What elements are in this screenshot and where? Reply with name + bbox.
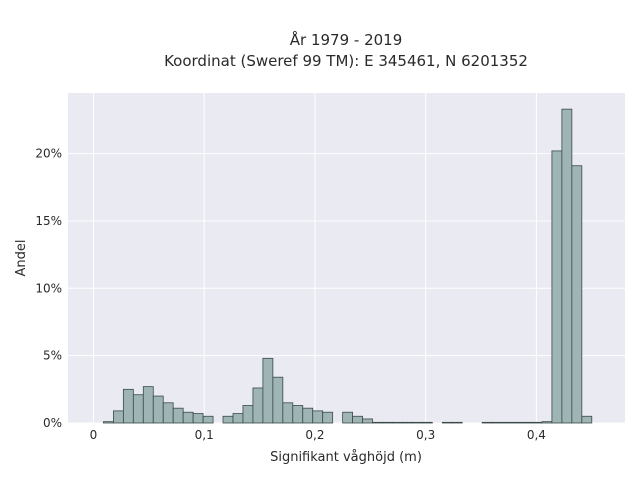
histogram-bar xyxy=(162,402,174,424)
x-tick-label: 0,1 xyxy=(195,428,214,442)
histogram-bar xyxy=(342,411,353,424)
histogram-bars xyxy=(103,108,593,424)
histogram-bar xyxy=(122,388,134,424)
x-tick-label: 0 xyxy=(90,428,98,442)
histogram-bar xyxy=(441,421,453,424)
histogram-bar xyxy=(142,386,154,424)
histogram-bar xyxy=(491,421,503,424)
y-tick-label: 5% xyxy=(43,349,62,363)
histogram-bar xyxy=(132,394,144,424)
y-tick-label: 10% xyxy=(35,281,62,295)
histogram-bar xyxy=(362,418,373,424)
histogram-bar xyxy=(402,421,413,424)
histogram-bar xyxy=(521,421,533,424)
histogram-bar xyxy=(581,415,593,424)
y-tick-label: 20% xyxy=(35,147,62,161)
histogram-bar xyxy=(411,421,423,424)
histogram-bar xyxy=(561,108,573,424)
histogram-bar xyxy=(272,376,284,424)
histogram-bar xyxy=(192,413,204,424)
histogram-bar xyxy=(182,411,194,424)
histogram-bar xyxy=(262,357,274,424)
x-tick-label: 0,2 xyxy=(305,428,324,442)
histogram-bar xyxy=(242,405,254,424)
histogram-bar xyxy=(222,415,234,424)
histogram-bar xyxy=(252,387,264,424)
y-axis-label: Andel xyxy=(14,240,29,277)
histogram-bar xyxy=(322,411,334,424)
plot-area xyxy=(68,93,625,423)
histogram-bar xyxy=(571,165,583,424)
histogram-bar xyxy=(531,421,543,424)
y-tick-label: 15% xyxy=(35,214,62,228)
histogram-bar xyxy=(312,410,324,424)
histogram-bar xyxy=(113,410,124,424)
histogram-bar xyxy=(282,402,294,424)
histogram-bar xyxy=(481,421,493,424)
histogram-bar xyxy=(172,407,184,424)
histogram-bar xyxy=(372,421,383,424)
histogram-bar xyxy=(202,415,214,424)
chart-title-line-1: År 1979 - 2019 xyxy=(290,30,403,49)
x-tick-label: 0,3 xyxy=(416,428,435,442)
y-axis-ticks: 0% 5% 10% 15% 20% xyxy=(35,147,62,430)
y-tick-label: 0% xyxy=(43,416,62,430)
histogram-bar xyxy=(382,421,393,424)
histogram-bar xyxy=(551,150,563,424)
histogram-bar xyxy=(392,421,403,424)
x-axis-label: Signifikant våghöjd (m) xyxy=(270,450,422,465)
histogram-bar xyxy=(352,415,363,424)
histogram-bar xyxy=(292,405,304,424)
chart-title-line-2: Koordinat (Sweref 99 TM): E 345461, N 62… xyxy=(164,52,528,70)
histogram-bar xyxy=(501,421,513,424)
histogram-bar xyxy=(103,421,114,424)
x-tick-label: 0,4 xyxy=(527,428,546,442)
histogram-bar xyxy=(302,407,314,424)
histogram-bar xyxy=(232,413,244,424)
histogram-bar xyxy=(541,421,553,424)
histogram-bar xyxy=(511,421,523,424)
histogram-bar xyxy=(421,421,433,424)
histogram-bar xyxy=(152,395,164,424)
x-axis-ticks: 0 0,1 0,2 0,3 0,4 xyxy=(90,428,546,442)
histogram-bar xyxy=(451,421,463,424)
